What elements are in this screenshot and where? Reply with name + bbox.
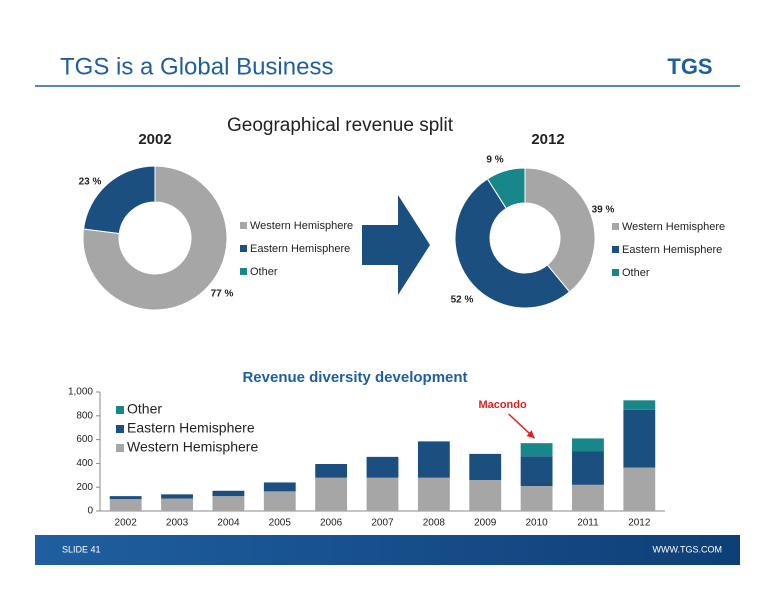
x-tick-label: 2006	[320, 518, 343, 529]
y-tick-label: 1,000	[68, 387, 93, 398]
bar-segment	[520, 456, 553, 487]
donut-slice	[454, 178, 571, 309]
x-tick-label: 2007	[371, 518, 394, 529]
slice-label: 39 %	[592, 205, 615, 216]
bar-segment	[263, 491, 296, 511]
bar-segment	[469, 453, 502, 481]
slide-number: SLIDE 41	[62, 544, 101, 554]
legend-label: Other	[127, 401, 162, 417]
bar-segment	[469, 480, 502, 511]
bar-segment	[366, 477, 399, 511]
bar-segment	[109, 496, 142, 500]
slide-title: TGS is a Global Business	[60, 53, 333, 80]
arrow	[362, 195, 430, 295]
x-tick-label: 2011	[577, 518, 599, 529]
legend-swatch	[240, 268, 247, 275]
bar-segment	[623, 400, 656, 410]
legend-swatch	[612, 269, 619, 276]
legend-label: Western Hemisphere	[250, 220, 353, 232]
bar-segment	[161, 498, 193, 511]
slice-label: 77 %	[211, 289, 234, 300]
bar-segment	[366, 456, 399, 478]
bar-segment	[572, 451, 604, 485]
bar-segment	[212, 496, 245, 511]
donut-title: 2002	[138, 131, 171, 148]
chart-title: Revenue diversity development	[242, 369, 467, 386]
bar-segment	[417, 477, 450, 511]
x-tick-label: 2005	[269, 518, 292, 529]
x-tick-label: 2012	[628, 518, 651, 529]
donut-slice	[83, 165, 156, 235]
x-tick-label: 2004	[217, 518, 240, 529]
legend-label: Eastern Hemisphere	[250, 243, 350, 255]
y-tick-label: 600	[76, 434, 93, 445]
legend-swatch	[116, 425, 124, 433]
x-tick-label: 2002	[115, 518, 138, 529]
bar-segment	[623, 409, 656, 468]
donut-slice	[82, 165, 228, 311]
slice-label: 23 %	[79, 177, 102, 188]
logo: TGS	[667, 54, 712, 79]
bar-segment	[263, 482, 296, 492]
legend-swatch	[612, 246, 619, 253]
legend-swatch	[240, 222, 247, 229]
legend-label: Eastern Hemisphere	[127, 420, 255, 436]
slice-label: 9 %	[486, 155, 503, 166]
bar-segment	[161, 494, 193, 499]
y-tick-label: 0	[87, 506, 93, 517]
donut-slice	[486, 167, 526, 210]
legend-label: Other	[622, 267, 650, 279]
bar-segment	[623, 467, 656, 511]
x-tick-label: 2010	[525, 518, 548, 529]
y-tick-label: 400	[76, 458, 93, 469]
legend-label: Western Hemisphere	[622, 221, 725, 233]
annotation: Macondo	[478, 399, 527, 411]
bar-segment	[520, 486, 553, 511]
x-tick-label: 2009	[474, 518, 497, 529]
bar-segment	[572, 438, 604, 452]
bar-segment	[109, 499, 142, 511]
legend-swatch	[240, 245, 247, 252]
section-title: Geographical revenue split	[227, 115, 454, 136]
annotation-arrowhead	[526, 430, 535, 439]
legend-label: Eastern Hemisphere	[622, 244, 722, 256]
legend-swatch	[116, 444, 124, 452]
x-tick-label: 2003	[166, 518, 189, 529]
donut-title: 2012	[531, 131, 564, 148]
bar-segment	[572, 484, 604, 511]
footer-bar	[35, 535, 740, 565]
legend-swatch	[116, 406, 124, 414]
y-tick-label: 800	[76, 410, 93, 421]
legend-label: Western Hemisphere	[127, 439, 258, 455]
bar-segment	[520, 443, 553, 457]
legend-label: Other	[250, 266, 278, 278]
bar-segment	[417, 441, 450, 478]
slice-label: 52 %	[451, 295, 474, 306]
footer-url: WWW.TGS.COM	[653, 544, 723, 554]
donut-slice	[524, 167, 596, 293]
bar-segment	[315, 477, 348, 511]
bar-segment	[315, 463, 348, 478]
x-tick-label: 2008	[423, 518, 446, 529]
y-tick-label: 200	[76, 482, 93, 493]
bar-segment	[212, 490, 245, 497]
legend-swatch	[612, 223, 619, 230]
